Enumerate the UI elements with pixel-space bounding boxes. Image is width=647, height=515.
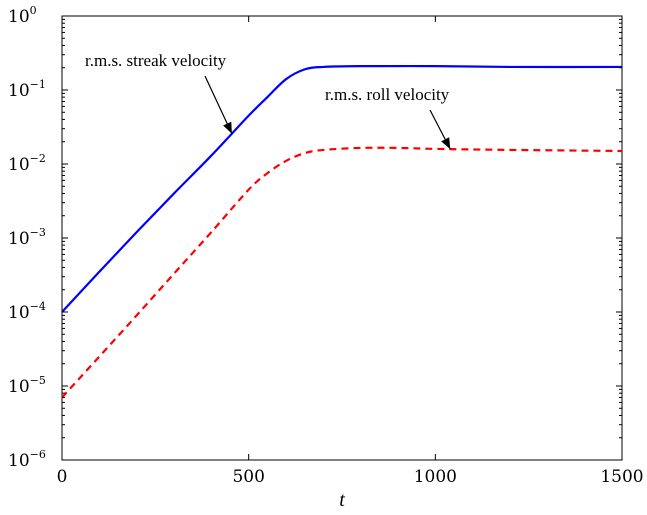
y-tick-label: 100: [8, 4, 37, 27]
y-tick-exponent: −3: [30, 226, 46, 239]
x-tick-label: 500: [232, 467, 264, 487]
y-tick-exponent: −5: [30, 374, 46, 387]
y-tick-base: 10: [8, 377, 30, 397]
y-tick-label: 10−1: [8, 78, 46, 101]
x-axis-title: t: [339, 489, 345, 511]
x-tick-label: 0: [57, 467, 68, 487]
y-tick-label: 10−2: [8, 152, 46, 175]
plot-frame: [61, 15, 623, 461]
annotation-label: r.m.s. roll velocity: [325, 85, 450, 104]
y-tick-base: 10: [8, 229, 30, 249]
y-tick-exponent: 0: [30, 4, 37, 17]
y-tick-label: 10−3: [8, 226, 46, 249]
annotation-label: r.m.s. streak velocity: [85, 51, 227, 70]
annotation-layer: r.m.s. streak velocity r.m.s. roll veloci…: [85, 51, 451, 150]
x-tick-label: 1500: [600, 467, 643, 487]
y-tick-base: 10: [8, 155, 30, 175]
y-tick-exponent: −4: [30, 300, 46, 313]
y-tick-exponent: −2: [30, 152, 46, 165]
series-line-streak: [61, 64, 623, 313]
y-tick-exponent: −6: [30, 448, 46, 461]
y-tick-base: 10: [8, 81, 30, 101]
y-tick-label: 10−5: [8, 374, 46, 397]
annotation-arrow-head: [223, 121, 232, 134]
series-line-roll: [61, 146, 623, 399]
y-tick-label: 10−4: [8, 300, 46, 323]
series-layer: [61, 64, 623, 399]
y-tick-exponent: −1: [30, 78, 46, 91]
y-tick-label: 10−6: [8, 448, 46, 471]
x-tick-label: 1000: [414, 467, 457, 487]
y-tick-base: 10: [8, 303, 30, 323]
plot-area: [61, 15, 623, 461]
y-tick-base: 10: [8, 7, 30, 27]
y-tick-base: 10: [8, 451, 30, 471]
annotation-arrow-head: [441, 137, 451, 150]
